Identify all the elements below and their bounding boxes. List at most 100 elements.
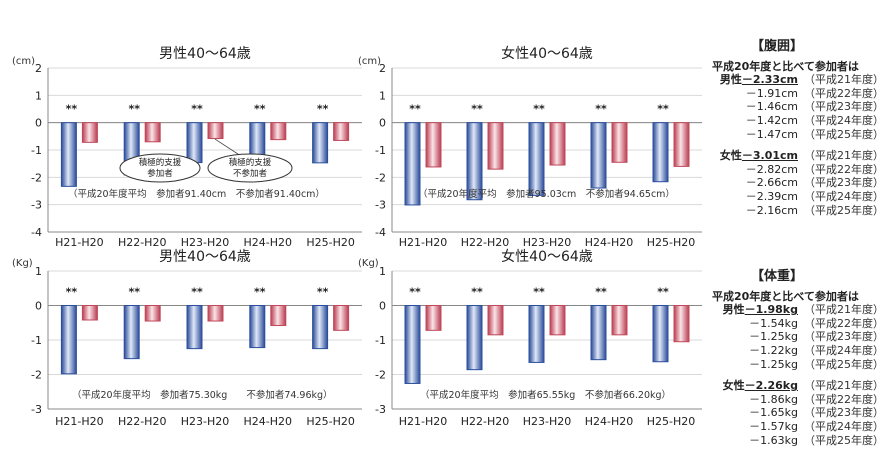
summary-row: －2.39cm （平成24年度） [712, 190, 884, 204]
y-tick-label: 1 [35, 265, 42, 278]
significance-mark: ** [471, 286, 483, 299]
y-tick-label: -4 [375, 226, 386, 239]
significance-mark: ** [66, 286, 78, 299]
bar-nonparticipant [611, 122, 628, 163]
x-tick-label: H25-H20 [306, 415, 355, 428]
bar-participant [466, 305, 483, 371]
y-tick-label: 2 [35, 62, 42, 75]
summary-sex-label: 男性 [722, 303, 745, 317]
bar-participant [590, 305, 607, 361]
summary-row: －2.16cm （平成25年度） [712, 204, 884, 218]
x-tick-label: H23-H20 [181, 415, 230, 428]
x-tick-label: H22-H20 [461, 415, 510, 428]
bar-nonparticipant [549, 122, 566, 166]
y-tick-label: -2 [31, 369, 42, 382]
chart-title: 男性40〜64歳 [159, 249, 251, 265]
baseline-note: （平成20年度平均 参加者91.40cm 不参加者91.40cm） [68, 188, 325, 200]
summary-year: （平成21年度） [804, 149, 884, 163]
y-tick-label: -3 [375, 403, 386, 416]
chart-title: 女性40〜64歳 [501, 45, 593, 62]
bar-nonparticipant [425, 305, 442, 331]
y-tick-label: -3 [375, 199, 386, 212]
bar-participant [312, 305, 329, 350]
summary-year: （平成24年度） [804, 113, 884, 127]
bar-nonparticipant [270, 305, 287, 327]
y-tick-label: -2 [375, 171, 386, 184]
x-tick-label: H23-H20 [523, 236, 572, 249]
baseline-note: （平成20年度平均 参加者95.03cm 不参加者94.65cm） [418, 188, 675, 200]
bar-participant [186, 305, 203, 350]
y-axis-unit: (Kg) [358, 258, 379, 269]
bar-nonparticipant [207, 122, 224, 140]
summary-value: －1.54kg [749, 316, 798, 330]
summary-year: （平成25年度） [804, 203, 884, 217]
waist-lead: 平成20年度と比べて参加者は [712, 59, 859, 73]
summary-sex-label: 女性 [722, 379, 745, 393]
summary-year: （平成23年度） [804, 406, 884, 420]
summary-year: （平成25年度） [804, 357, 884, 371]
significance-mark: ** [128, 103, 140, 116]
bar-nonparticipant [144, 305, 161, 322]
summary-year: （平成23年度） [804, 330, 884, 344]
bar-participant [528, 305, 545, 363]
summary-row: －2.82cm （平成22年度） [712, 163, 884, 177]
bar-nonparticipant [673, 305, 690, 343]
y-tick-label: -1 [31, 144, 42, 157]
y-axis-unit: (cm) [358, 56, 381, 67]
summary-value: －2.82cm [745, 162, 798, 176]
y-axis-unit: (cm) [12, 56, 35, 67]
bar-nonparticipant [549, 305, 566, 336]
summary-year: （平成22年度） [804, 86, 884, 100]
significance-mark: ** [657, 103, 669, 116]
y-tick-label: -4 [31, 226, 42, 239]
y-tick-label: 0 [379, 117, 386, 130]
significance-mark: ** [66, 103, 78, 116]
x-tick-label: H22-H20 [118, 236, 167, 249]
bar-nonparticipant [270, 122, 287, 141]
summary-value: －1.57kg [749, 419, 798, 433]
y-tick-label: 1 [35, 89, 42, 102]
x-tick-label: H23-H20 [523, 415, 572, 428]
summary-row: －1.86kg （平成22年度） [712, 393, 884, 407]
significance-mark: ** [657, 286, 669, 299]
x-tick-label: H21-H20 [399, 415, 448, 428]
summary-row: －1.54kg （平成22年度） [712, 317, 884, 331]
bar-nonparticipant [81, 122, 98, 143]
chart-panel-4: 女性40〜64歳 (Kg)1 0 -1 -2 -3 ** H21-H20 ** H22-H20 **… [358, 248, 702, 428]
bar-participant [60, 305, 77, 375]
summary-sex-label: 女性 [719, 149, 742, 163]
x-tick-label: H22-H20 [461, 236, 510, 249]
summary-value: －1.25kg [749, 357, 798, 371]
significance-mark: ** [595, 103, 607, 116]
summary-year: （平成25年度） [804, 127, 884, 141]
summary-value: －1.91cm [745, 86, 798, 100]
x-tick-label: H25-H20 [647, 415, 696, 428]
baseline-note: （平成20年度平均 参加者75.30kg 不参加者74.96kg） [72, 389, 333, 401]
summary-year: （平成24年度） [804, 189, 884, 203]
bar-participant [312, 122, 329, 164]
weight-lead: 平成20年度と比べて参加者は [712, 289, 859, 303]
chart-title: 女性40〜64歳 [501, 248, 593, 265]
y-tick-label: -3 [31, 199, 42, 212]
y-tick-label: -1 [31, 334, 42, 347]
bar-nonparticipant [144, 122, 161, 143]
significance-mark: ** [254, 103, 266, 116]
y-tick-label: -2 [375, 369, 386, 382]
x-tick-label: H24-H20 [244, 236, 293, 249]
weight-heading: 【体重】 [750, 269, 803, 284]
summary-year: （平成22年度） [804, 316, 884, 330]
summary-year: （平成21年度） [804, 73, 884, 87]
summary-value: －1.86kg [749, 392, 798, 406]
bar-participant [466, 122, 483, 201]
callout-bubble [207, 153, 293, 183]
callout-bubble [119, 153, 201, 183]
waist-female-list: 女性－3.01cm （平成21年度） －2.82cm （平成22年度） －2.66cm （… [712, 149, 884, 217]
summary-row: 男性－2.33cm （平成21年度） [712, 73, 884, 87]
bar-participant [652, 122, 669, 183]
y-tick-label: 0 [35, 117, 42, 130]
y-tick-label: 2 [379, 62, 386, 75]
y-axis-unit: (Kg) [12, 258, 33, 269]
bar-nonparticipant [81, 305, 98, 321]
summary-row: －1.63kg （平成25年度） [712, 434, 884, 448]
summary-row: －1.46cm （平成23年度） [712, 100, 884, 114]
